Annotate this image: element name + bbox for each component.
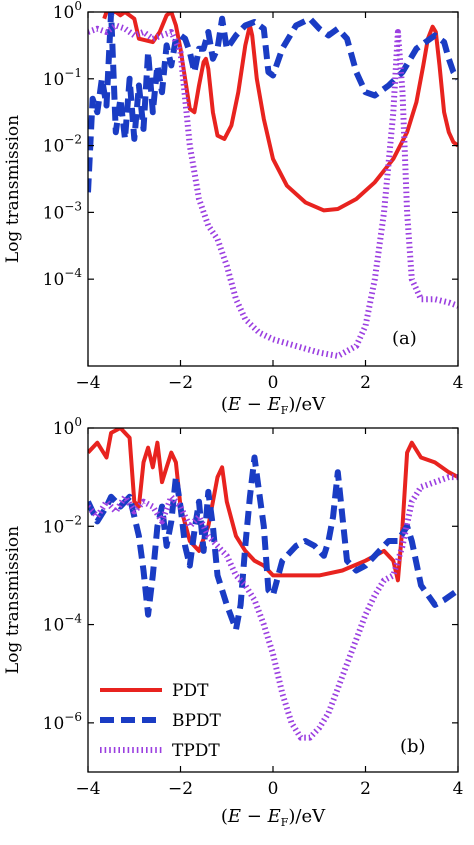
panel-b: −4 −2 0 2 4 100 10−2 10−4 10−6 (b) Log transmiss…: [3, 415, 463, 829]
panel-b-y-axis-label: Log transmission: [3, 526, 23, 674]
x-tick-label: −2: [168, 779, 193, 799]
panel-a-x-axis-label: (E − EF)/eV: [221, 394, 326, 417]
panel-b-label: (b): [400, 736, 426, 757]
x-tick-label: 2: [360, 373, 371, 393]
y-tick-label: 10−6: [43, 710, 82, 734]
legend-label-bpdt: BPDT: [172, 711, 222, 731]
x-tick-label: 2: [360, 779, 371, 799]
y-tick-label: 10−1: [43, 66, 82, 90]
legend-label-pdt: PDT: [172, 681, 209, 701]
panel-a-ticks: −4 −2 0 2 4 100 10−1 10−2 10−3 10−4: [43, 0, 464, 393]
x-tick-label: 0: [268, 373, 279, 393]
series-bpdt-line: [88, 12, 458, 193]
y-tick-label: 10−2: [43, 513, 82, 537]
series-bpdt-line: [88, 454, 458, 633]
y-tick-label: 10−4: [43, 612, 83, 636]
x-tick-label: 0: [268, 779, 279, 799]
y-tick-label: 100: [53, 415, 82, 439]
y-tick-label: 10−2: [43, 133, 82, 157]
x-tick-label: 4: [453, 373, 464, 393]
series-tpdt-line: [88, 474, 458, 741]
legend: PDT BPDT TPDT: [100, 681, 222, 761]
x-tick-label: −4: [75, 373, 100, 393]
y-tick-label: 10−4: [43, 266, 83, 290]
x-tick-label: −2: [168, 373, 193, 393]
x-tick-label: 4: [453, 779, 464, 799]
panel-a: −4 −2 0 2 4 100 10−1 10−2 10−3 10−4 (a) Log trans…: [3, 0, 463, 417]
panel-a-frame: [87, 11, 459, 367]
panel-a-label: (a): [392, 328, 417, 349]
panel-b-x-axis-label: (E − EF)/eV: [221, 806, 326, 829]
panel-a-curves: [88, 12, 458, 359]
x-tick-label: −4: [75, 779, 100, 799]
panel-b-curves: [88, 428, 458, 741]
y-tick-label: 10−3: [43, 199, 82, 223]
panel-b-ticks: −4 −2 0 2 4 100 10−2 10−4 10−6: [43, 415, 464, 799]
series-pdt-line: [88, 428, 458, 583]
panel-a-y-axis-label: Log transmission: [3, 115, 23, 263]
y-tick-label: 100: [53, 0, 82, 23]
legend-label-tpdt: TPDT: [172, 741, 220, 761]
series-pdt-line: [102, 12, 458, 213]
series-tpdt-line: [88, 22, 458, 359]
